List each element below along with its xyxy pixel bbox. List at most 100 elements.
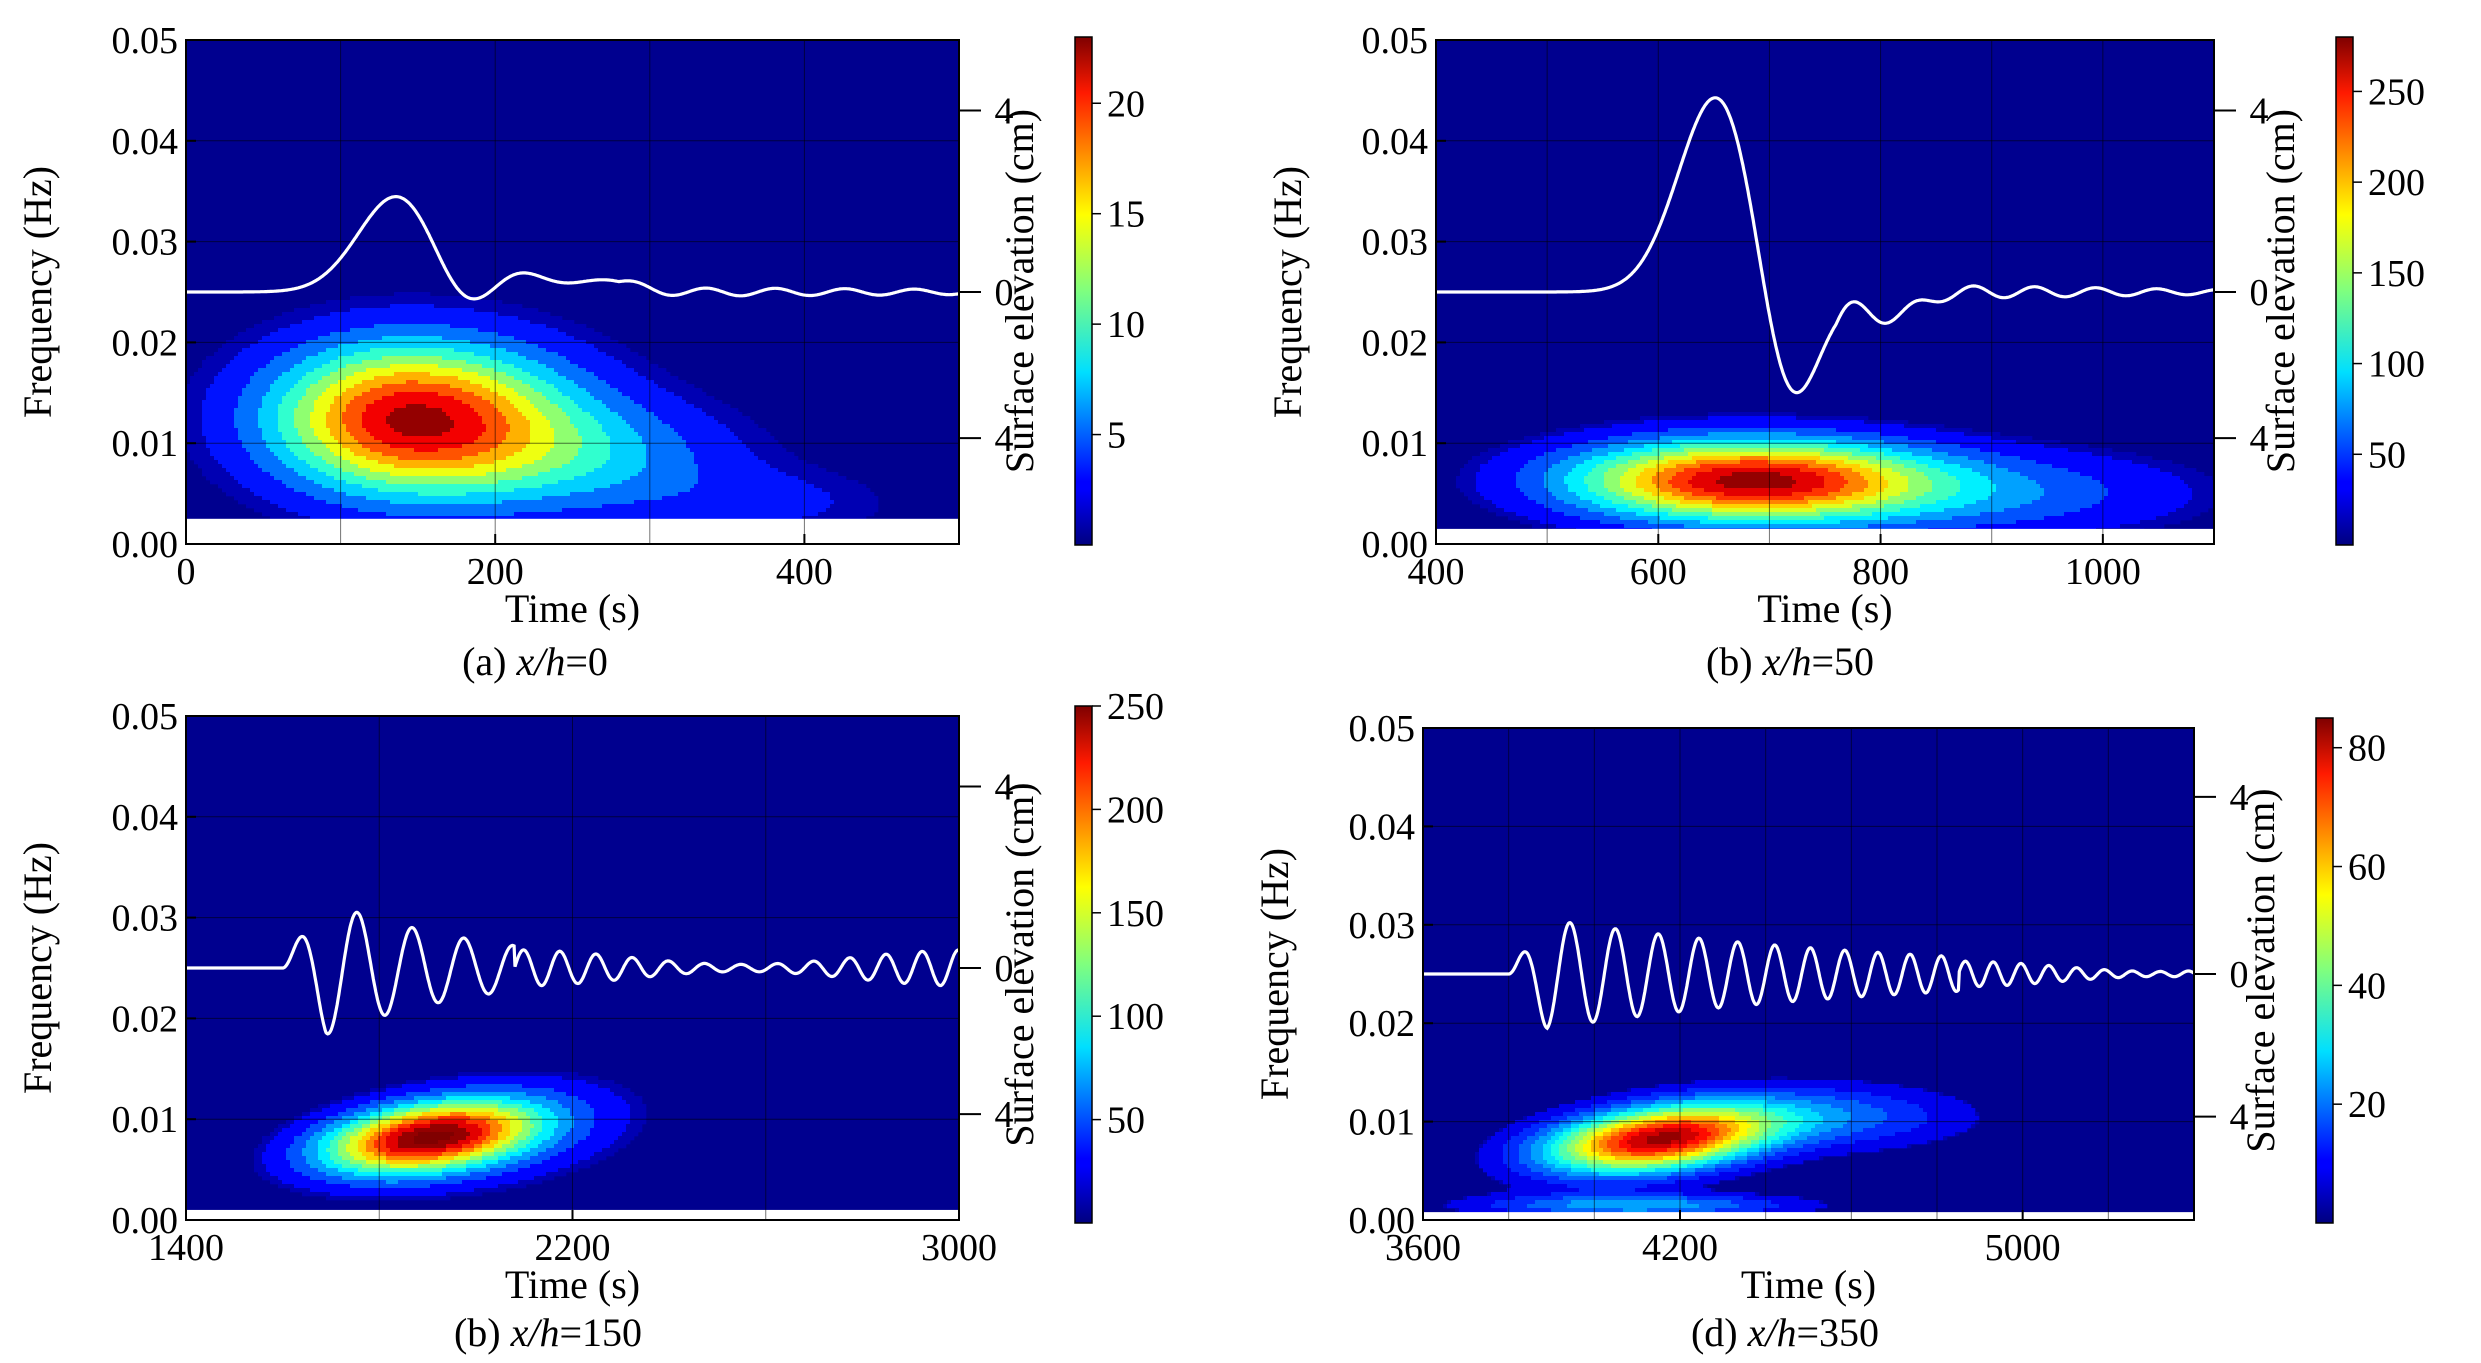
y-tick-label: 0.00: [1349, 1200, 1416, 1242]
colorbar: [1074, 705, 1093, 1224]
grid: [186, 716, 959, 1220]
x-axis-label: Time (s): [1741, 1262, 1876, 1307]
colorbar-tick-label: 50: [1107, 1100, 1145, 1142]
elevation-tick-label: 0: [995, 272, 1014, 314]
x-tick-label: 800: [1852, 551, 1909, 593]
panel-caption: (b) x/h=150: [454, 1310, 642, 1355]
low-frequency-cutoff: [1436, 528, 2214, 544]
colorbar-tick-label: 100: [1107, 996, 1164, 1038]
x-tick-label: 4200: [1642, 1227, 1718, 1269]
y-tick-label: 0.00: [112, 524, 179, 566]
y-tick-label: 0.02: [112, 322, 179, 364]
y-tick-label: 0.05: [112, 20, 179, 62]
surface-elevation-line: [1423, 921, 2194, 1031]
y-tick-label: 0.01: [1362, 423, 1429, 465]
y-tick-label: 0.02: [112, 998, 179, 1040]
elevation-axis-label: Surface elevation (cm): [2258, 109, 2303, 473]
colorbar-tick-label: 5: [1107, 415, 1126, 457]
y-tick-label: 0.01: [1349, 1102, 1416, 1144]
panel-2: 0.00 0.01 0.02 0.03 0.04 0.05 1400 2200 3000 Time…: [15, 686, 1164, 1355]
colorbar: [2335, 36, 2354, 546]
elevation-tick-label: 4: [2230, 777, 2249, 819]
elevation-tick-label: 0: [2230, 954, 2249, 996]
x-tick-label: 5000: [1985, 1227, 2061, 1269]
x-tick-label: 1400: [148, 1227, 224, 1269]
elevation-tick-label: 4: [995, 1094, 1014, 1136]
colorbar-tick-label: 10: [1107, 304, 1145, 346]
y-tick-label: 0.01: [112, 423, 179, 465]
colorbar-tick-label: 250: [1107, 686, 1164, 728]
y-tick-label: 0.05: [1349, 708, 1416, 750]
y-tick-label: 0.00: [112, 1200, 179, 1242]
elevation-tick-label: 0: [2250, 272, 2269, 314]
low-frequency-cutoff: [186, 518, 959, 544]
y-tick-label: 0.05: [112, 696, 179, 738]
elevation-tick-label: 4: [2230, 1097, 2249, 1139]
elevation-axis-label: Surface elevation (cm): [997, 109, 1042, 473]
surface-elevation-line: [186, 195, 959, 301]
y-tick-label: 0.02: [1362, 322, 1429, 364]
colorbar-tick-label: 100: [2368, 344, 2425, 386]
grid: [186, 40, 959, 544]
y-tick-label: 0.03: [112, 222, 179, 264]
y-tick-label: 0.05: [1362, 20, 1429, 62]
x-tick-label: 200: [467, 551, 524, 593]
x-tick-label: 0: [177, 551, 196, 593]
x-axis-label: Time (s): [505, 586, 640, 631]
x-axis-label: Time (s): [505, 1262, 640, 1307]
x-tick-label: 2200: [535, 1227, 611, 1269]
colorbar-tick-label: 50: [2368, 434, 2406, 476]
elevation-axis-label: Surface elevation (cm): [997, 782, 1042, 1146]
panel-caption: (b) x/h=50: [1706, 639, 1874, 684]
y-tick-label: 0.04: [1349, 806, 1416, 848]
x-tick-label: 3600: [1385, 1227, 1461, 1269]
spectrum-field: [1436, 412, 2214, 544]
y-axis-label: Frequency (Hz): [15, 166, 60, 418]
y-tick-label: 0.01: [112, 1099, 179, 1141]
elevation-tick-label: 4: [995, 418, 1014, 460]
colorbar-tick-label: 250: [2368, 71, 2425, 113]
colorbar-tick-label: 15: [1107, 194, 1145, 236]
x-tick-label: 3000: [921, 1227, 997, 1269]
colorbar-tick-label: 200: [1107, 789, 1164, 831]
elevation-tick-label: 4: [995, 91, 1014, 133]
colorbar: [1074, 36, 1093, 546]
x-tick-label: 400: [1408, 551, 1465, 593]
x-tick-label: 1000: [2065, 551, 2141, 593]
colorbar-tick-label: 80: [2348, 728, 2386, 770]
elevation-tick-label: 4: [2250, 418, 2269, 460]
colorbar-tick-label: 20: [2348, 1084, 2386, 1126]
y-tick-label: 0.03: [1349, 905, 1416, 947]
colorbar-tick-label: 20: [1107, 83, 1145, 125]
surface-elevation-line: [1436, 96, 2214, 395]
x-tick-label: 600: [1630, 551, 1687, 593]
x-axis-label: Time (s): [1757, 586, 1892, 631]
colorbar-tick-label: 150: [2368, 253, 2425, 295]
y-tick-label: 0.04: [112, 797, 179, 839]
y-tick-label: 0.02: [1349, 1003, 1416, 1045]
low-frequency-cutoff: [1423, 1212, 2194, 1220]
y-axis-label: Frequency (Hz): [1265, 166, 1310, 418]
elevation-tick-label: 4: [2250, 91, 2269, 133]
y-axis-label: Frequency (Hz): [1252, 848, 1297, 1100]
y-tick-label: 0.04: [1362, 121, 1429, 163]
y-tick-label: 0.00: [1362, 524, 1429, 566]
elevation-tick-label: 4: [995, 767, 1014, 809]
elevation-tick-label: 0: [995, 948, 1014, 990]
colorbar-tick-label: 150: [1107, 893, 1164, 935]
colorbar-tick-label: 40: [2348, 965, 2386, 1007]
colorbar-tick-label: 200: [2368, 162, 2425, 204]
panel-caption: (a) x/h=0: [462, 639, 608, 684]
spectrum-field: [1423, 1076, 2194, 1220]
colorbar-tick-label: 60: [2348, 847, 2386, 889]
y-tick-label: 0.03: [1362, 222, 1429, 264]
y-axis-label: Frequency (Hz): [15, 842, 60, 1094]
y-tick-label: 0.03: [112, 898, 179, 940]
colorbar: [2315, 717, 2334, 1224]
surface-elevation-line: [186, 910, 959, 1036]
y-tick-label: 0.04: [112, 121, 179, 163]
